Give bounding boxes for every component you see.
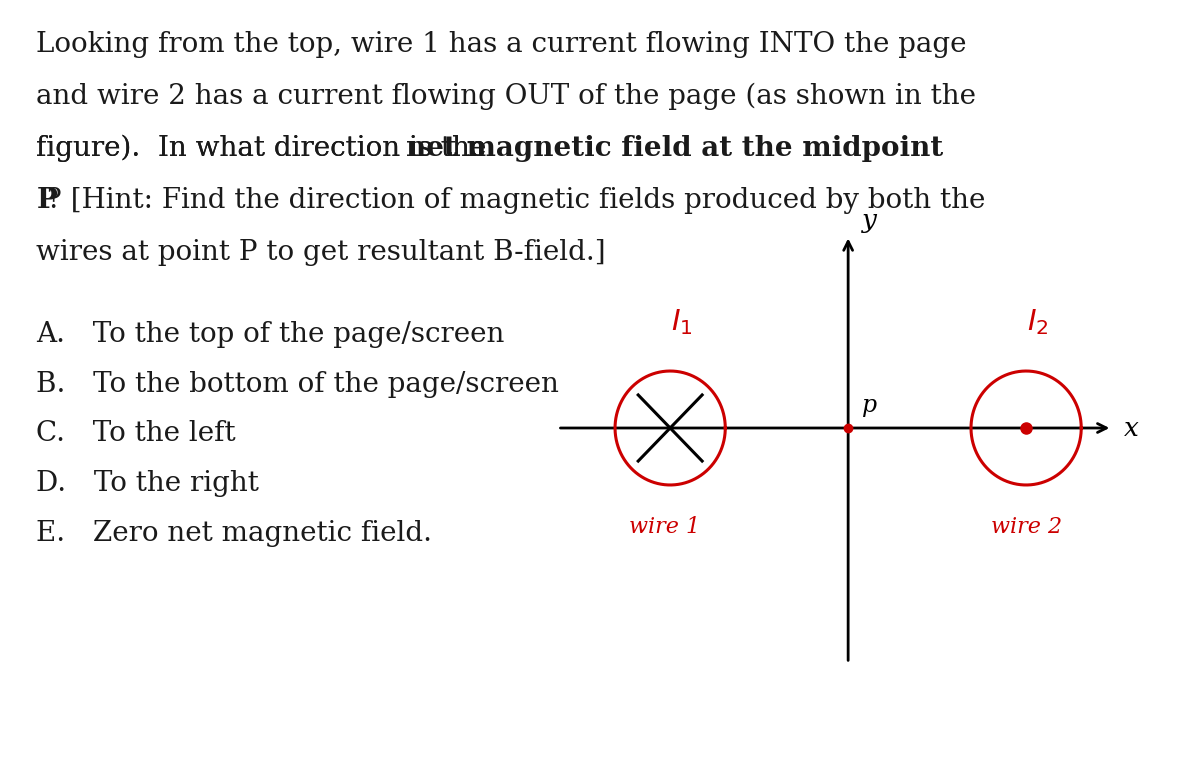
Text: B. To the bottom of the page/screen: B. To the bottom of the page/screen	[36, 371, 559, 398]
Text: p: p	[862, 394, 877, 417]
Text: wire 1: wire 1	[629, 516, 700, 537]
Text: figure).  In what direction is the: figure). In what direction is the	[36, 135, 496, 162]
Text: x: x	[1123, 415, 1139, 441]
Text: $\mathit{I}_1$: $\mathit{I}_1$	[671, 306, 692, 337]
Text: C. To the left: C. To the left	[36, 421, 236, 447]
Text: A. To the top of the page/screen: A. To the top of the page/screen	[36, 321, 505, 348]
Text: wires at point P to get resultant B-field.]: wires at point P to get resultant B-fiel…	[36, 239, 606, 266]
Text: $\mathit{I}_2$: $\mathit{I}_2$	[1027, 306, 1049, 337]
Text: E. Zero net magnetic field.: E. Zero net magnetic field.	[36, 520, 432, 547]
Text: wire 2: wire 2	[990, 516, 1062, 537]
Text: net magnetic field at the midpoint: net magnetic field at the midpoint	[406, 135, 943, 162]
Text: figure).  In what direction is the: figure). In what direction is the	[36, 135, 496, 162]
Text: y: y	[862, 208, 877, 233]
Text: ? [Hint: Find the direction of magnetic fields produced by both the: ? [Hint: Find the direction of magnetic …	[48, 187, 985, 214]
Text: D. To the right: D. To the right	[36, 470, 259, 497]
Text: and wire 2 has a current flowing OUT of the page (as shown in the: and wire 2 has a current flowing OUT of …	[36, 83, 977, 110]
Text: Looking from the top, wire 1 has a current flowing INTO the page: Looking from the top, wire 1 has a curre…	[36, 31, 967, 58]
Text: P: P	[36, 187, 58, 214]
